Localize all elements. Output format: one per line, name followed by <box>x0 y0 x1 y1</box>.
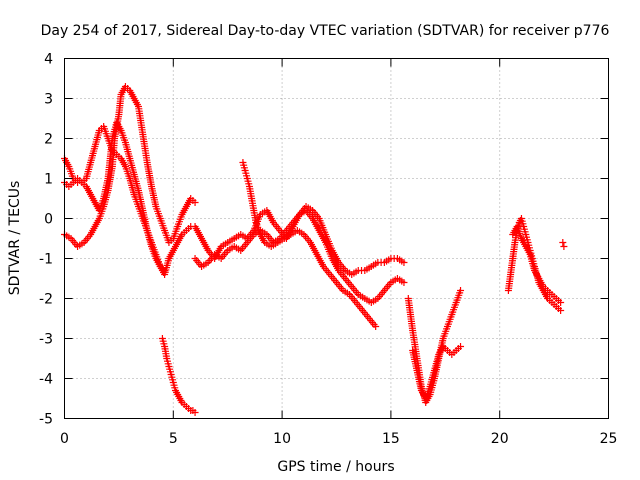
plot-frame <box>64 58 609 419</box>
series-track-c <box>61 119 169 274</box>
x-tick-label: 10 <box>273 431 291 447</box>
x-axis-label: GPS time / hours <box>277 459 394 475</box>
data-point <box>457 287 465 294</box>
x-tick-label: 5 <box>169 431 178 447</box>
y-tick-label: -5 <box>39 412 53 428</box>
y-tick-label: -4 <box>39 372 53 388</box>
axis-ticks <box>64 58 609 419</box>
series-track-l <box>559 239 568 250</box>
series-track-h <box>404 287 465 406</box>
x-tick-label: 15 <box>382 431 400 447</box>
y-tick-labels: -5 -4 -3 -2 -1 0 1 2 3 4 <box>39 52 53 428</box>
x-tick-label: 0 <box>60 431 69 447</box>
data-point <box>560 243 568 250</box>
y-tick-label: 0 <box>44 212 53 228</box>
data-point <box>191 199 199 206</box>
series-track-f <box>191 207 408 306</box>
data-point <box>457 343 465 350</box>
data-point <box>161 267 169 274</box>
data-point <box>557 307 565 314</box>
y-tick-label: 4 <box>44 52 53 68</box>
series-track-k <box>509 223 565 306</box>
y-tick-label: -2 <box>39 292 53 308</box>
y-tick-label: -3 <box>39 332 53 348</box>
data-point <box>400 259 408 266</box>
y-tick-label: -1 <box>39 252 53 268</box>
data-point <box>400 279 408 286</box>
series-track-a <box>61 83 199 250</box>
y-axis-label: SDTVAR / TECUs <box>7 181 23 296</box>
series-track-d <box>158 335 199 416</box>
y-tick-label: 3 <box>44 92 53 108</box>
x-tick-label: 20 <box>491 431 509 447</box>
series-track-i <box>409 343 465 402</box>
data-point <box>559 239 567 246</box>
chart-title: Day 254 of 2017, Sidereal Day-to-day VTE… <box>41 23 610 39</box>
x-tick-label: 25 <box>600 431 618 447</box>
data-point <box>557 299 565 306</box>
x-tick-labels: 0 5 10 15 20 25 <box>60 431 617 447</box>
data-marks <box>61 83 568 416</box>
data-point <box>191 409 199 416</box>
data-point <box>372 323 380 330</box>
y-tick-label: 2 <box>44 132 53 148</box>
y-tick-label: 1 <box>44 172 53 188</box>
series-track-g <box>239 159 380 330</box>
